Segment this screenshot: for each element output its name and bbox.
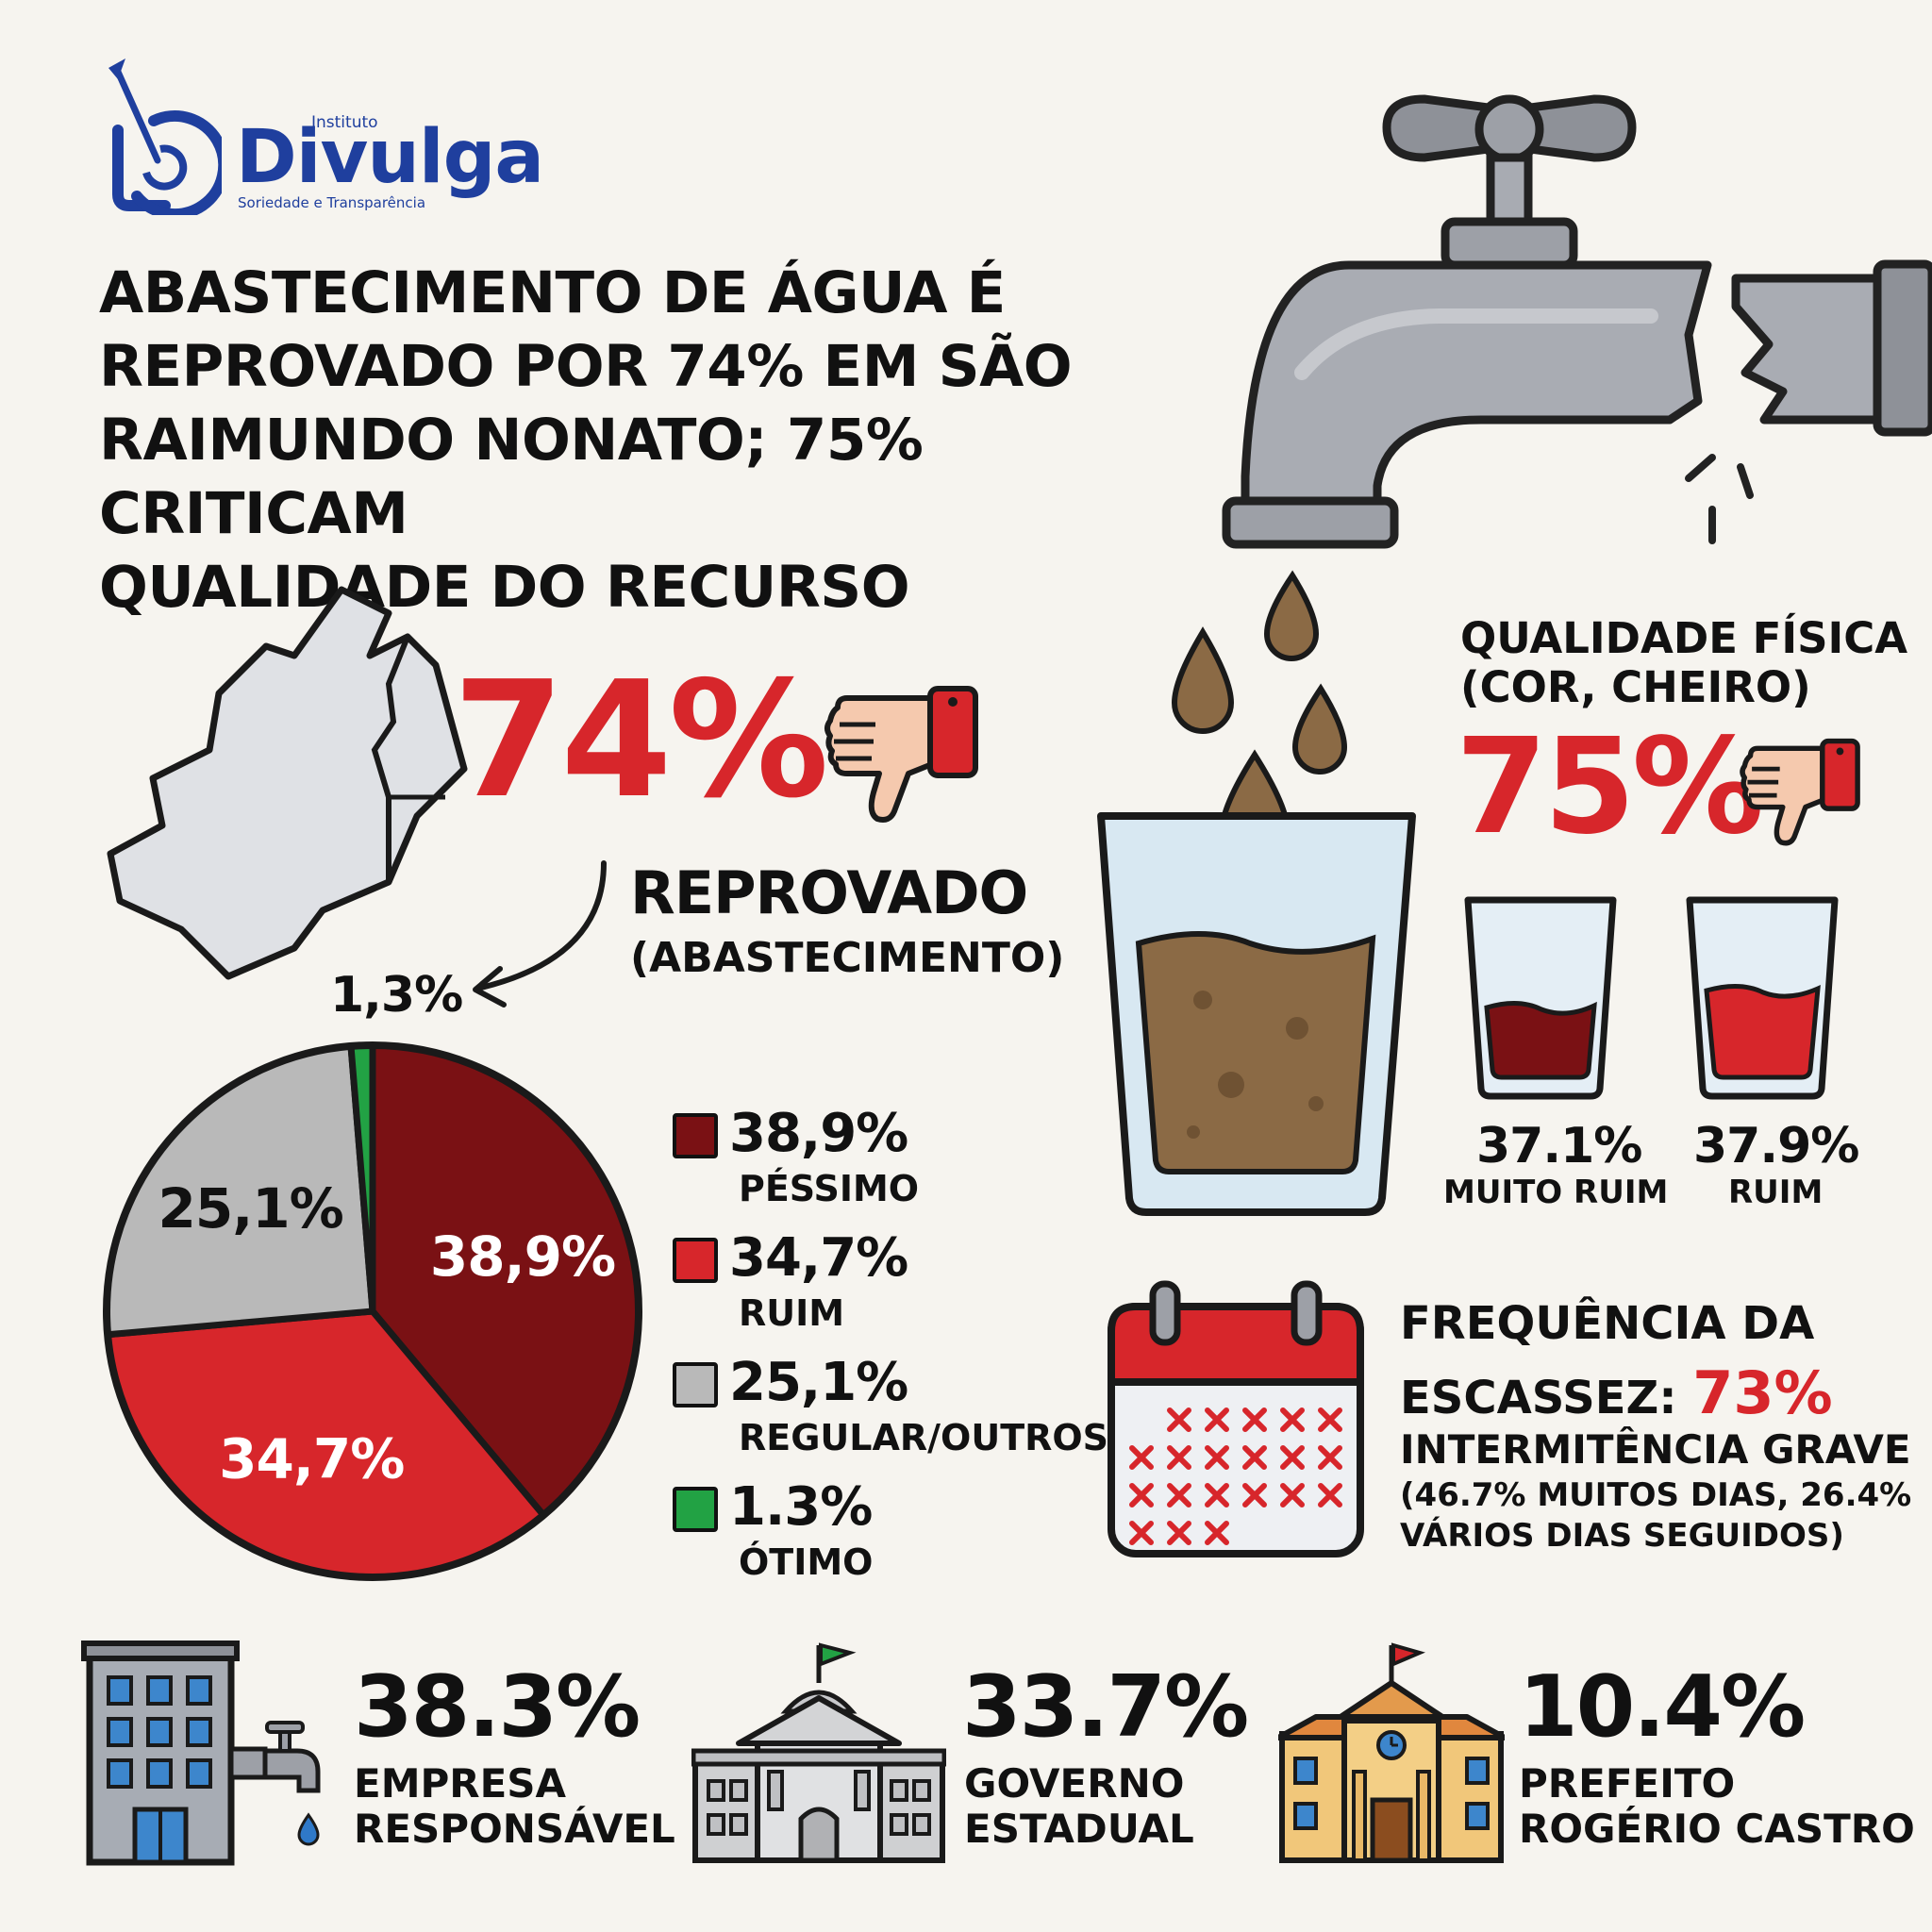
glass-ruim-icon — [1686, 896, 1839, 1100]
governo-label-line1: GOVERNO — [964, 1760, 1185, 1807]
legend-swatch — [673, 1113, 718, 1158]
region-map-icon — [107, 586, 468, 980]
glass-muito-ruim-icon — [1464, 896, 1617, 1100]
legend-label: ÓTIMO — [739, 1541, 874, 1583]
calendar-x-mark — [1318, 1483, 1342, 1507]
muito-ruim-value: 37.1% — [1476, 1118, 1642, 1174]
reprovado-value: 74% — [453, 647, 829, 834]
legend-value: 34,7% — [729, 1227, 908, 1289]
qualidade-title-line1: QUALIDADE FÍSICA — [1460, 613, 1908, 663]
legend-value: 38,9% — [729, 1103, 908, 1164]
legend-item: 38,9% — [673, 1104, 908, 1164]
legend-item: 1.3% — [673, 1476, 873, 1538]
pie-outline — [103, 1041, 642, 1581]
calendar-x-mark — [1205, 1407, 1229, 1432]
pie-chart: 38,9% 34,7% 25,1% — [103, 1041, 642, 1581]
calendar-x-mark — [1167, 1483, 1191, 1507]
calendar-x-mark — [1129, 1445, 1154, 1470]
legend-value: 1.3% — [729, 1476, 873, 1538]
escassez-label: ESCASSEZ: — [1400, 1372, 1693, 1424]
broken-faucet-icon — [1222, 94, 1932, 549]
callout-arrow-icon — [473, 860, 607, 1008]
escassez-line5: VÁRIOS DIAS SEGUIDOS) — [1400, 1517, 1844, 1555]
reprovado-sublabel: (ABASTECIMENTO) — [630, 934, 1065, 982]
empresa-label-line2: RESPONSÁVEL — [354, 1806, 675, 1852]
calendar-x-mark — [1242, 1407, 1267, 1432]
prefeito-value: 10.4% — [1519, 1657, 1806, 1757]
calendar-x-mark — [1280, 1445, 1305, 1470]
calendar-x-mark — [1242, 1445, 1267, 1470]
escassez-line4: (46.7% MUITOS DIAS, 26.4% — [1400, 1476, 1912, 1514]
reprovado-label: REPROVADO — [630, 858, 1028, 927]
logo-tagline: Soriedade e Transparência — [238, 194, 426, 211]
calendar-x-mark — [1280, 1407, 1305, 1432]
government-building-icon — [691, 1642, 946, 1863]
calendar-x-mark — [1205, 1521, 1229, 1545]
escassez-line3: INTERMITÊNCIA GRAVE — [1400, 1426, 1911, 1473]
headline-line: REPROVADO POR 74% EM SÃO — [99, 333, 1073, 400]
legend-item: 34,7% — [673, 1228, 908, 1289]
pie-slice-label: 25,1% — [158, 1176, 343, 1241]
headline-line: RAIMUNDO NONATO; 75% CRITICAM — [99, 407, 924, 547]
calendar-x-mark — [1205, 1483, 1229, 1507]
legend-label: REGULAR/OUTROS — [739, 1417, 1109, 1458]
legend-label: RUIM — [739, 1292, 845, 1334]
muito-ruim-label: MUITO RUIM — [1443, 1174, 1669, 1211]
escassez-line1: FREQUÊNCIA DA — [1400, 1297, 1815, 1350]
calendar-x-mark — [1129, 1483, 1154, 1507]
prefeito-label-line2: ROGÉRIO CASTRO — [1519, 1806, 1915, 1852]
company-building-icon — [81, 1641, 321, 1866]
calendar-x-mark — [1280, 1483, 1305, 1507]
thumbs-down-icon — [1740, 738, 1860, 846]
escassez-line2: ESCASSEZ: 73% — [1400, 1358, 1833, 1427]
legend-swatch — [673, 1362, 718, 1407]
headline-line: ABASTECIMENTO DE ÁGUA É — [99, 259, 1006, 326]
prefeito-label-line1: PREFEITO — [1519, 1760, 1736, 1807]
thumbs-down-icon — [824, 686, 978, 823]
legend-swatch — [673, 1487, 718, 1532]
pie-slice-label: 34,7% — [219, 1426, 404, 1491]
city-hall-icon — [1278, 1642, 1505, 1863]
empresa-label-line1: EMPRESA — [354, 1760, 567, 1807]
calendar-x-mark — [1167, 1407, 1191, 1432]
otimo-callout: 1,3% — [330, 967, 463, 1024]
calendar-x-mark — [1205, 1445, 1229, 1470]
escassez-value: 73% — [1692, 1358, 1833, 1427]
legend-value: 25,1% — [729, 1352, 908, 1413]
logo-instituto: Instituto — [311, 113, 378, 132]
calendar-x-mark — [1167, 1521, 1191, 1545]
qualidade-title-line2: (COR, CHEIRO) — [1460, 662, 1811, 712]
empresa-value: 38.3% — [354, 1657, 641, 1757]
calendar-marks — [1129, 1407, 1342, 1545]
ruim-value: 37.9% — [1693, 1118, 1859, 1174]
legend-swatch — [673, 1238, 718, 1283]
headline-line: QUALIDADE DO RECURSO — [99, 554, 910, 621]
pie-slice-label: 38,9% — [430, 1224, 615, 1289]
legend-item: 25,1% — [673, 1353, 908, 1413]
logo-emblem — [108, 58, 222, 215]
ruim-label: RUIM — [1728, 1174, 1824, 1211]
calendar-x-mark — [1242, 1483, 1267, 1507]
qualidade-value: 75% — [1456, 710, 1764, 864]
legend-label: PÉSSIMO — [739, 1168, 920, 1209]
calendar-x-mark — [1129, 1521, 1154, 1545]
calendar-x-mark — [1318, 1407, 1342, 1432]
calendar-x-mark — [1167, 1445, 1191, 1470]
governo-value: 33.7% — [962, 1657, 1249, 1757]
calendar-icon — [1108, 1280, 1364, 1557]
governo-label-line2: ESTADUAL — [964, 1806, 1194, 1852]
dirty-water-glass-icon — [1097, 570, 1416, 1216]
logo-wordmark: Divulga — [236, 115, 544, 200]
headline: ABASTECIMENTO DE ÁGUA É REPROVADO POR 74… — [99, 257, 1250, 625]
calendar-x-mark — [1318, 1445, 1342, 1470]
